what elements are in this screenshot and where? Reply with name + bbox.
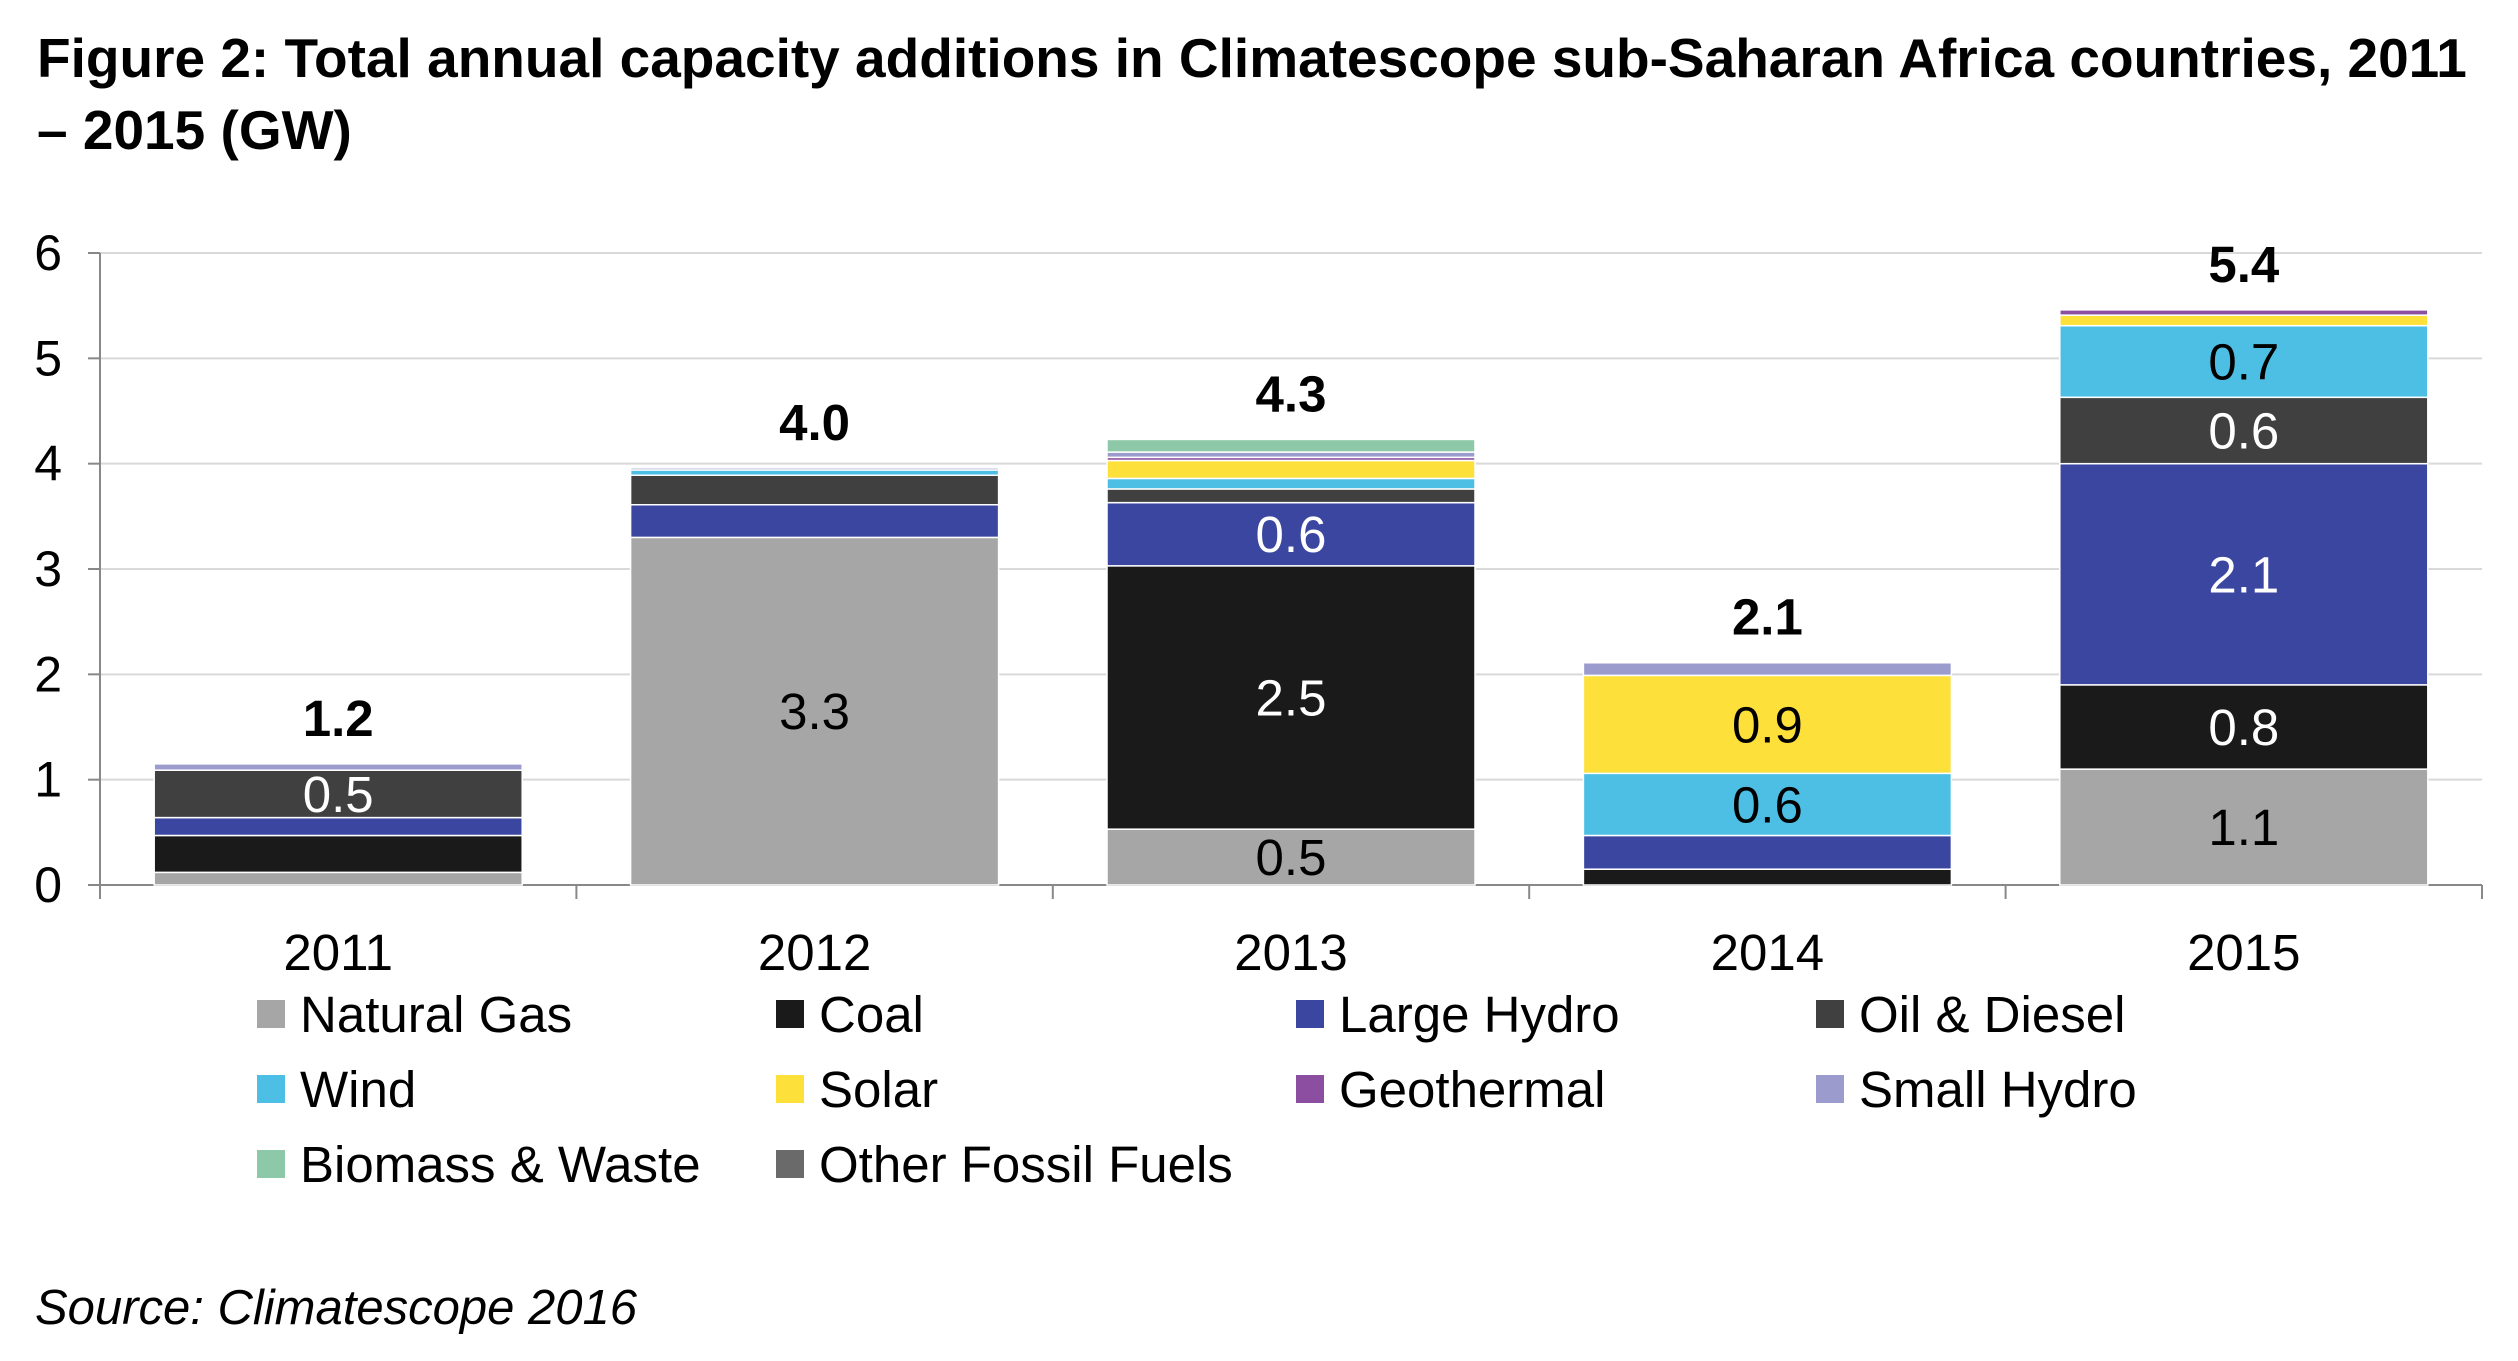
bar-segment-wind-2013 xyxy=(1106,477,1476,490)
bar-segment-coal-2015 xyxy=(2059,684,2429,770)
bar-segment-solar-2014 xyxy=(1582,674,1953,775)
segment-value-label: 0.9 xyxy=(1732,696,1803,753)
bar-segment-wind-2012 xyxy=(629,469,1000,477)
x-tick-label: 2015 xyxy=(2187,924,2300,981)
chart-source: Source: Climatescope 2016 xyxy=(35,1281,637,1335)
legend-swatch-natural-gas xyxy=(257,1000,285,1028)
x-tick-label: 2011 xyxy=(283,924,393,981)
segment-value-label: 2.1 xyxy=(2208,546,2279,603)
x-tick-label: 2013 xyxy=(1234,924,1347,981)
bar-segment-natural-gas-2015 xyxy=(2059,768,2429,886)
bar-segment-coal-2011 xyxy=(153,834,523,874)
y-tick-label: 1 xyxy=(34,752,62,808)
segment-value-label: 2.5 xyxy=(1256,670,1327,727)
bar-segment-small-hydro-2011 xyxy=(153,763,523,771)
bar-segment-oil-diesel-2011 xyxy=(153,769,523,819)
legend-label: Wind xyxy=(300,1061,416,1118)
chart-title: Figure 2: Total annual capacity addition… xyxy=(37,27,2467,161)
legend-label: Natural Gas xyxy=(300,986,572,1043)
legend-label: Large Hydro xyxy=(1339,986,1620,1043)
legend-label: Solar xyxy=(819,1061,938,1118)
bar-total-label: 4.3 xyxy=(1256,365,1327,422)
legend: Natural Gas Coal Large Hydro Oil & Diesel Wi… xyxy=(257,986,2137,1193)
bar-segment-coal-2014 xyxy=(1582,868,1953,886)
segment-value-label: 0.7 xyxy=(2208,333,2279,390)
x-tick-label: 2012 xyxy=(758,924,871,981)
bar-segment-small-hydro-2014 xyxy=(1582,661,1953,677)
bar-segment-biomass-waste-2013 xyxy=(1106,438,1476,453)
segment-value-label: 3.3 xyxy=(779,683,850,740)
data-labels: 0.5 1.2 3.3 4.0 0.5 2.5 0.6 4.3 0.6 0.9 2.1 1.1 0.8 2… xyxy=(303,236,2280,886)
legend-swatch-coal xyxy=(776,1000,804,1028)
bar-segment-large-hydro-2013 xyxy=(1106,501,1476,567)
legend-swatch-small-hydro xyxy=(1816,1075,1844,1103)
legend-swatch-solar xyxy=(776,1075,804,1103)
y-tick-label: 4 xyxy=(34,436,62,492)
legend-swatch-geothermal xyxy=(1296,1075,1324,1103)
legend-swatch-biomass-waste xyxy=(257,1150,285,1178)
legend-swatch-large-hydro xyxy=(1296,1000,1324,1028)
bar-segment-oil-diesel-2013 xyxy=(1106,488,1476,504)
legend-label: Biomass & Waste xyxy=(300,1136,701,1193)
bar-total-label: 2.1 xyxy=(1732,589,1803,646)
segment-value-label: 1.1 xyxy=(2208,799,2279,856)
segment-value-label: 0.6 xyxy=(1256,506,1327,563)
bar-segment-solar-2015 xyxy=(2059,314,2429,327)
legend-swatch-wind xyxy=(257,1075,285,1103)
legend-label: Oil & Diesel xyxy=(1859,986,2125,1043)
segment-value-label: 0.6 xyxy=(2208,402,2279,459)
bar-segment-large-hydro-2012 xyxy=(629,503,1000,539)
bar-segment-solar-2013 xyxy=(1106,459,1476,480)
bar-segment-small-hydro-2012 xyxy=(629,467,1000,471)
bar-segment-geothermal-2015 xyxy=(2059,309,2429,316)
bar-segment-wind-2015 xyxy=(2059,324,2429,399)
x-tick-label: 2014 xyxy=(1711,924,1824,981)
legend-label: Small Hydro xyxy=(1859,1061,2137,1118)
legend-swatch-other-fossil-fuels xyxy=(776,1150,804,1178)
bar-segment-large-hydro-2015 xyxy=(2059,462,2429,686)
bar-total-label: 5.4 xyxy=(2208,236,2280,293)
bar-segment-natural-gas-2013 xyxy=(1106,828,1476,886)
bar-segment-coal-2013 xyxy=(1106,565,1476,830)
bar-segment-large-hydro-2014 xyxy=(1582,834,1953,870)
bar-segment-natural-gas-2012 xyxy=(629,536,1000,886)
bar-total-label: 1.2 xyxy=(303,690,374,747)
y-tick-label: 0 xyxy=(34,857,62,913)
y-tick-label: 6 xyxy=(34,225,62,281)
legend-label: Geothermal xyxy=(1339,1061,1605,1118)
segment-value-label: 0.5 xyxy=(1256,829,1327,886)
bar-segment-oil-diesel-2012 xyxy=(629,474,1000,506)
y-tick-label: 5 xyxy=(34,330,62,386)
legend-label: Coal xyxy=(819,986,924,1043)
y-tick-label: 3 xyxy=(34,541,62,597)
segment-value-label: 0.8 xyxy=(2208,699,2279,756)
segment-value-label: 0.6 xyxy=(1732,776,1803,833)
y-tick-label: 2 xyxy=(34,646,62,702)
segment-value-label: 0.5 xyxy=(303,766,374,823)
legend-label: Other Fossil Fuels xyxy=(819,1136,1233,1193)
bar-segment-natural-gas-2011 xyxy=(153,871,523,886)
bars xyxy=(153,309,2429,886)
bar-segment-small-hydro-2013 xyxy=(1106,451,1476,459)
legend-swatch-oil-diesel xyxy=(1816,1000,1844,1028)
bar-total-label: 4.0 xyxy=(779,394,850,451)
